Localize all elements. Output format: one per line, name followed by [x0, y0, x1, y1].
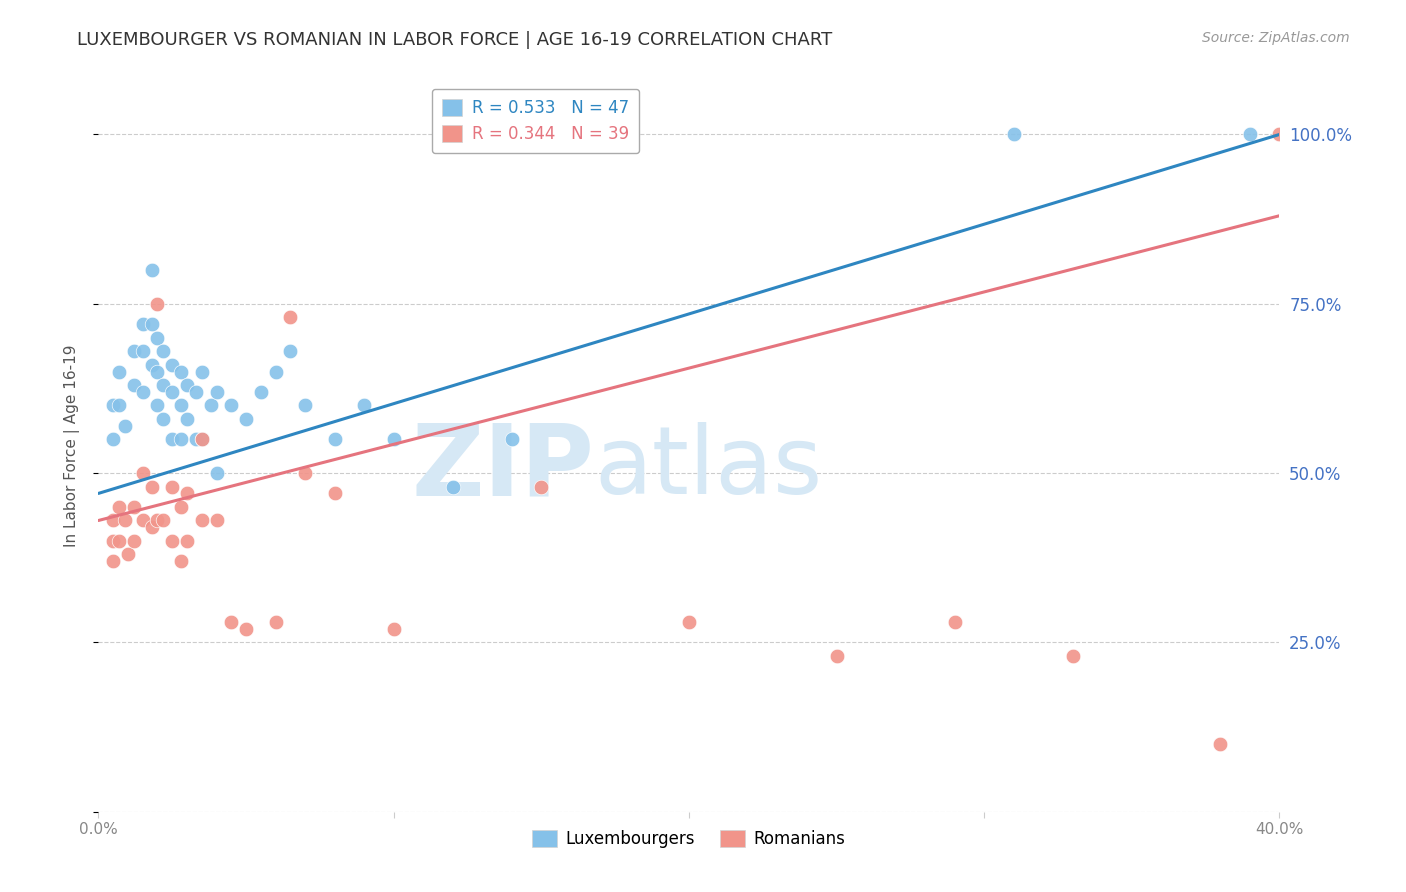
Point [108, 533, 131, 548]
Point [103, 514, 125, 528]
Point [943, 615, 966, 629]
Point [108, 398, 131, 412]
Point [122, 344, 145, 359]
Point [103, 533, 125, 548]
Point [280, 344, 302, 359]
Point [1002, 128, 1025, 142]
Point [530, 480, 553, 494]
Point [221, 398, 243, 412]
Point [162, 384, 183, 399]
Point [176, 412, 198, 426]
Point [146, 514, 169, 528]
Text: Source: ZipAtlas.com: Source: ZipAtlas.com [1202, 31, 1350, 45]
Point [103, 554, 125, 568]
Point [1239, 128, 1261, 142]
Point [152, 378, 174, 392]
Point [132, 466, 155, 480]
Point [323, 486, 346, 500]
Point [1062, 648, 1084, 663]
Point [441, 480, 464, 494]
Text: ZIP: ZIP [412, 419, 595, 516]
Point [146, 331, 169, 345]
Point [501, 432, 523, 446]
Point [152, 344, 174, 359]
Point [191, 432, 214, 446]
Point [170, 500, 193, 514]
Y-axis label: In Labor Force | Age 16-19: In Labor Force | Age 16-19 [65, 344, 80, 548]
Point [205, 384, 228, 399]
Point [280, 310, 302, 325]
Point [176, 378, 198, 392]
Point [184, 432, 207, 446]
Point [176, 486, 198, 500]
Point [132, 384, 155, 399]
Point [382, 622, 405, 636]
Point [176, 533, 198, 548]
Point [323, 432, 346, 446]
Point [103, 398, 125, 412]
Point [1209, 737, 1232, 751]
Point [152, 412, 174, 426]
Point [114, 418, 136, 433]
Point [114, 514, 136, 528]
Point [162, 358, 183, 372]
Point [235, 412, 257, 426]
Point [170, 432, 193, 446]
Point [162, 480, 183, 494]
Point [205, 466, 228, 480]
Legend: Luxembourgers, Romanians: Luxembourgers, Romanians [526, 823, 852, 855]
Point [382, 432, 405, 446]
Point [170, 398, 193, 412]
Point [132, 317, 155, 331]
Point [141, 480, 163, 494]
Point [221, 615, 243, 629]
Point [264, 364, 287, 378]
Point [122, 378, 145, 392]
Point [122, 500, 145, 514]
Point [103, 432, 125, 446]
Point [132, 514, 155, 528]
Point [250, 384, 273, 399]
Point [122, 533, 145, 548]
Point [184, 384, 207, 399]
Point [141, 263, 163, 277]
Point [108, 364, 131, 378]
Point [146, 398, 169, 412]
Point [294, 398, 316, 412]
Point [162, 533, 183, 548]
Point [205, 514, 228, 528]
Point [191, 514, 214, 528]
Point [191, 364, 214, 378]
Point [146, 364, 169, 378]
Point [235, 622, 257, 636]
Point [152, 514, 174, 528]
Point [141, 317, 163, 331]
Point [132, 344, 155, 359]
Point [1268, 128, 1291, 142]
Point [146, 297, 169, 311]
Point [200, 398, 222, 412]
Text: LUXEMBOURGER VS ROMANIAN IN LABOR FORCE | AGE 16-19 CORRELATION CHART: LUXEMBOURGER VS ROMANIAN IN LABOR FORCE … [77, 31, 832, 49]
Point [141, 358, 163, 372]
Point [141, 520, 163, 534]
Point [264, 615, 287, 629]
Point [162, 432, 183, 446]
Point [170, 364, 193, 378]
Point [170, 554, 193, 568]
Point [191, 432, 214, 446]
Text: atlas: atlas [595, 422, 823, 514]
Point [294, 466, 316, 480]
Point [117, 547, 139, 561]
Point [353, 398, 375, 412]
Point [108, 500, 131, 514]
Point [825, 648, 848, 663]
Point [678, 615, 700, 629]
